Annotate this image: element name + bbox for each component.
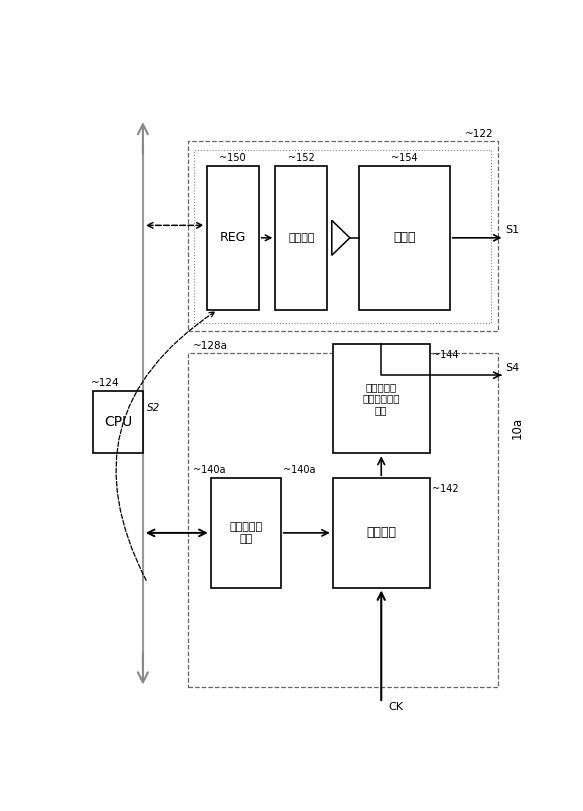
Text: S2: S2 <box>147 403 161 413</box>
Text: ~142: ~142 <box>432 484 459 495</box>
Bar <box>275 166 327 310</box>
Text: ~140a: ~140a <box>283 466 315 475</box>
Text: 10a: 10a <box>511 417 524 440</box>
Bar <box>194 150 491 324</box>
Text: ~154: ~154 <box>391 153 418 163</box>
Text: ~140a: ~140a <box>192 466 225 475</box>
Text: 変調器: 変調器 <box>394 231 416 244</box>
Text: S1: S1 <box>505 225 520 235</box>
Text: カウント値
オーバフロー
判定: カウント値 オーバフロー 判定 <box>363 382 400 415</box>
Bar <box>359 166 449 310</box>
Text: ~144: ~144 <box>432 350 459 360</box>
Text: S4: S4 <box>505 363 520 373</box>
Text: カウンタ: カウンタ <box>366 526 396 539</box>
Text: クリア制御
回路: クリア制御 回路 <box>229 522 262 543</box>
Text: CK: CK <box>388 702 403 712</box>
Bar <box>188 141 498 332</box>
Bar <box>333 344 430 453</box>
Text: ~128a: ~128a <box>192 341 227 351</box>
Text: ~122: ~122 <box>465 129 493 139</box>
Bar <box>206 166 259 310</box>
Bar <box>188 354 498 688</box>
Bar <box>210 478 281 587</box>
Text: ~152: ~152 <box>288 153 315 163</box>
Text: REG: REG <box>219 231 246 244</box>
Bar <box>93 391 143 453</box>
Text: ~150: ~150 <box>219 153 246 163</box>
Bar <box>333 478 430 587</box>
Text: ~124: ~124 <box>91 378 120 388</box>
Text: CPU: CPU <box>104 415 132 429</box>
Text: デコーダ: デコーダ <box>288 233 314 242</box>
